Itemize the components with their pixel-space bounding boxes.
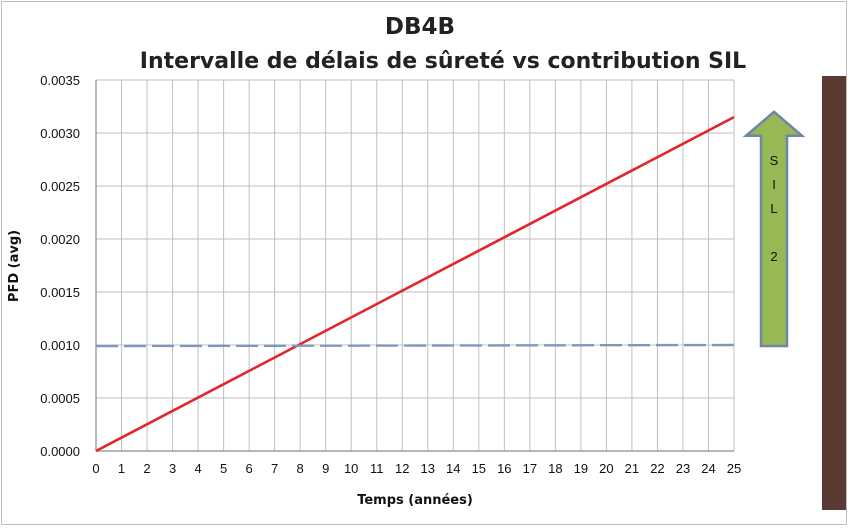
y-tick-label: 0.0000: [40, 444, 80, 459]
x-tick-label: 19: [574, 461, 588, 476]
x-tick-label: 7: [271, 461, 278, 476]
y-tick-label: 0.0030: [40, 126, 80, 141]
x-tick-label: 4: [194, 461, 201, 476]
x-tick-label: 13: [421, 461, 435, 476]
x-tick-label: 1: [118, 461, 125, 476]
x-tick-label: 6: [246, 461, 253, 476]
sil-arrow-letter: S: [770, 153, 779, 168]
sil-annotation: SIL 2: [742, 110, 806, 348]
pfd-series-line: [95, 115, 735, 453]
x-tick-label: 16: [497, 461, 511, 476]
y-tick-label: 0.0015: [40, 285, 80, 300]
x-tick-label: 22: [650, 461, 664, 476]
x-axis-label: Temps (années): [357, 493, 473, 508]
x-tick-label: 8: [297, 461, 304, 476]
y-axis-label: PFD (avg): [7, 230, 22, 302]
y-tick-label: 0.0035: [40, 73, 80, 88]
x-tick-label: 25: [727, 461, 741, 476]
y-tick-label: 0.0005: [40, 391, 80, 406]
x-tick-label: 11: [370, 461, 384, 476]
sil-arrow: [742, 110, 806, 348]
x-tick-label: 2: [143, 461, 150, 476]
chart-title: DB4B: [385, 14, 455, 40]
sil-arrow-letter: 2: [770, 249, 777, 264]
x-tick-label: 14: [446, 461, 460, 476]
right-edge-bar: [822, 76, 846, 510]
y-tick-label: 0.0025: [40, 179, 80, 194]
x-tick-label: 5: [220, 461, 227, 476]
y-tick-label: 0.0020: [40, 232, 80, 247]
chart-subtitle: Intervalle de délais de sûreté vs contri…: [140, 49, 746, 74]
x-tick-label: 9: [322, 461, 329, 476]
grid: [95, 79, 735, 452]
y-tick-label: 0.0010: [40, 338, 80, 353]
x-tick-label: 15: [472, 461, 486, 476]
sil-arrow-letter: L: [770, 201, 777, 216]
x-tick-label: 0: [92, 461, 99, 476]
x-tick-label: 3: [169, 461, 176, 476]
x-tick-label: 20: [599, 461, 613, 476]
x-tick-label: 18: [548, 461, 562, 476]
sil-threshold-line: [95, 343, 735, 348]
x-tick-label: 21: [625, 461, 639, 476]
x-tick-label: 12: [395, 461, 409, 476]
x-tick-label: 23: [676, 461, 690, 476]
x-tick-label: 24: [701, 461, 715, 476]
ticks: 0 1 2 3 4 5 6 7 8 9 10 11 12 13 14 15 16 17 18 19 20 21 22 23 24…: [40, 73, 741, 476]
sil-arrow-letter: I: [772, 177, 776, 192]
x-tick-label: 10: [344, 461, 358, 476]
x-tick-label: 17: [523, 461, 537, 476]
series-layer: [95, 115, 735, 453]
